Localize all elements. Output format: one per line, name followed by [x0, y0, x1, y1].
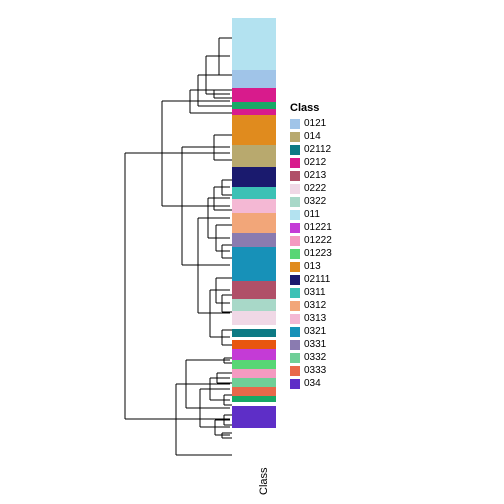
legend-swatch: [290, 301, 300, 311]
legend-swatch: [290, 340, 300, 350]
legend-label: 0311: [304, 286, 326, 299]
legend-swatch: [290, 249, 300, 259]
legend-item: 014: [290, 130, 332, 143]
legend-label: 011: [304, 208, 320, 221]
legend-item: 0332: [290, 351, 332, 364]
legend-item: 0311: [290, 286, 332, 299]
legend-label: 01221: [304, 221, 332, 234]
legend-item: 0333: [290, 364, 332, 377]
x-axis-label: Class: [258, 467, 270, 495]
legend-swatch: [290, 197, 300, 207]
legend-swatch: [290, 275, 300, 285]
legend-label: 0213: [304, 169, 326, 182]
legend-label: 014: [304, 130, 321, 143]
legend-swatch: [290, 119, 300, 129]
class-legend: Class 0121014021120212021302220322011012…: [290, 102, 332, 390]
legend-swatch: [290, 236, 300, 246]
legend-swatch: [290, 262, 300, 272]
legend-label: 02112: [304, 143, 331, 156]
legend-item: 01222: [290, 234, 332, 247]
legend-label: 01223: [304, 247, 332, 260]
legend-label: 013: [304, 260, 321, 273]
legend-label: 0331: [304, 338, 326, 351]
dendrogram-chart: [0, 0, 504, 504]
legend-item: 0321: [290, 325, 332, 338]
legend-swatch: [290, 379, 300, 389]
legend-swatch: [290, 353, 300, 363]
legend-item: 034: [290, 377, 332, 390]
legend-item: 0213: [290, 169, 332, 182]
legend-label: 0322: [304, 195, 326, 208]
legend-swatch: [290, 184, 300, 194]
legend-label: 0212: [304, 156, 326, 169]
legend-item: 0121: [290, 117, 332, 130]
legend-label: 0321: [304, 325, 326, 338]
legend-item: 0312: [290, 299, 332, 312]
legend-item: 0222: [290, 182, 332, 195]
legend-label: 0121: [304, 117, 326, 130]
legend-label: 0333: [304, 364, 326, 377]
legend-item: 013: [290, 260, 332, 273]
legend-swatch: [290, 132, 300, 142]
legend-label: 0332: [304, 351, 326, 364]
legend-swatch: [290, 366, 300, 376]
legend-label: 0312: [304, 299, 326, 312]
legend-item: 0313: [290, 312, 332, 325]
legend-swatch: [290, 145, 300, 155]
legend-item: 01221: [290, 221, 332, 234]
legend-swatch: [290, 223, 300, 233]
legend-swatch: [290, 171, 300, 181]
legend-label: 034: [304, 377, 321, 390]
legend-label: 0222: [304, 182, 326, 195]
legend-label: 02111: [304, 273, 330, 286]
legend-title: Class: [290, 102, 332, 115]
legend-swatch: [290, 210, 300, 220]
legend-item: 011: [290, 208, 332, 221]
legend-swatch: [290, 288, 300, 298]
legend-item: 02111: [290, 273, 332, 286]
legend-item: 0322: [290, 195, 332, 208]
legend-item: 0331: [290, 338, 332, 351]
legend-swatch: [290, 327, 300, 337]
legend-item: 0212: [290, 156, 332, 169]
legend-swatch: [290, 158, 300, 168]
legend-item: 02112: [290, 143, 332, 156]
legend-label: 0313: [304, 312, 326, 325]
legend-swatch: [290, 314, 300, 324]
legend-item: 01223: [290, 247, 332, 260]
legend-label: 01222: [304, 234, 332, 247]
